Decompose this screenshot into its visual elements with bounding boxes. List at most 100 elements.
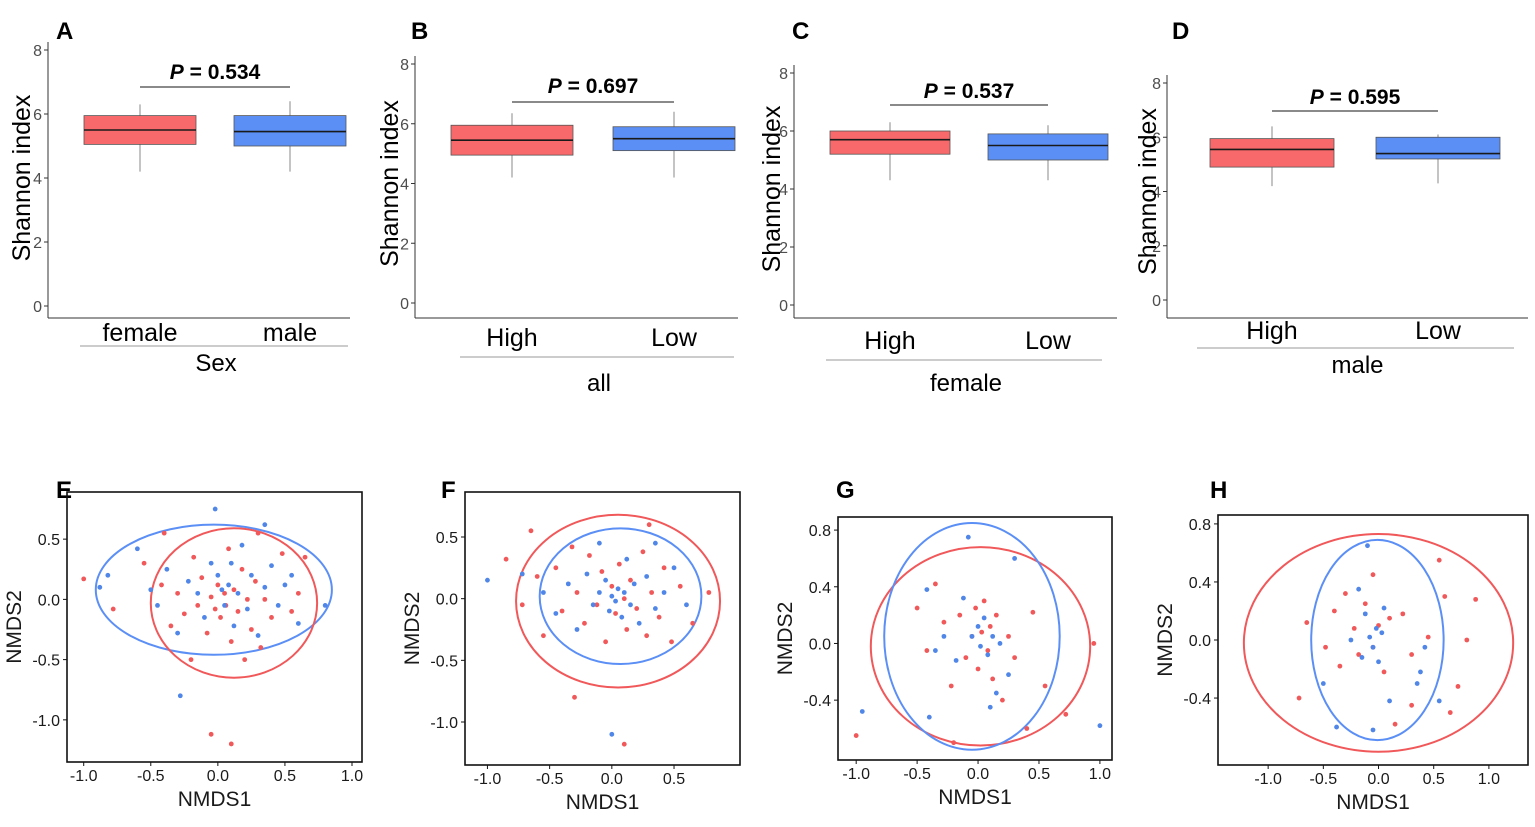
point-blue xyxy=(105,572,111,578)
point-red xyxy=(255,530,261,536)
y-tick-label: 4 xyxy=(400,177,409,194)
box-high xyxy=(1209,138,1335,168)
point-red xyxy=(975,666,981,672)
point-red xyxy=(914,605,920,611)
x-tick-label: 0.5 xyxy=(274,768,296,785)
point-blue xyxy=(987,704,993,710)
point-blue xyxy=(1320,681,1326,686)
point-blue xyxy=(155,603,160,608)
point-red xyxy=(1042,683,1048,689)
y-tick-label: 0.5 xyxy=(38,532,60,549)
point-blue xyxy=(322,603,328,608)
point-blue xyxy=(262,584,268,590)
y-tick-label: 4 xyxy=(33,171,42,188)
plot-frame xyxy=(464,491,741,766)
point-blue xyxy=(1367,634,1373,640)
point-red xyxy=(175,590,181,596)
point-red xyxy=(621,596,627,602)
point-blue xyxy=(975,624,981,629)
point-red xyxy=(621,741,627,747)
x-tick-label: 0.0 xyxy=(207,768,229,785)
point-red xyxy=(253,578,258,584)
point-blue xyxy=(926,714,932,720)
point-red xyxy=(951,740,957,746)
x-tick-label: -0.5 xyxy=(536,771,564,788)
point-blue xyxy=(248,572,254,578)
point-blue xyxy=(652,606,658,611)
x-category-label: male xyxy=(263,319,317,347)
x-tick-label: -1.0 xyxy=(70,768,98,785)
y-tick-label: 0.4 xyxy=(809,580,831,597)
x-tick-label: -1.0 xyxy=(1254,771,1282,788)
point-blue xyxy=(1379,630,1385,636)
point-blue xyxy=(1012,556,1018,561)
point-red xyxy=(932,581,938,587)
x-tick-label: -0.5 xyxy=(137,768,165,785)
point-blue xyxy=(993,690,999,696)
p-value-symbol: P xyxy=(548,75,563,98)
point-red xyxy=(979,629,985,635)
p-value-label: P = 0.537 xyxy=(924,80,1015,103)
point-red xyxy=(646,522,652,528)
point-red xyxy=(609,583,615,589)
point-red xyxy=(503,556,509,562)
p-value-number: = 0.595 xyxy=(1324,86,1401,109)
x-tick-label: 0.0 xyxy=(601,771,623,788)
point-red xyxy=(553,565,559,571)
point-red xyxy=(1455,684,1461,689)
point-blue xyxy=(295,621,301,626)
point-blue xyxy=(222,603,227,608)
x-category-label: Low xyxy=(651,324,698,352)
box-low xyxy=(987,133,1109,161)
point-blue xyxy=(97,584,103,590)
point-blue xyxy=(609,593,615,599)
point-blue xyxy=(226,582,231,588)
point-red xyxy=(582,620,587,626)
x-tick-label: 1.0 xyxy=(1089,766,1111,783)
x-tick-label: -1.0 xyxy=(474,771,502,788)
point-red xyxy=(181,611,187,617)
point-red xyxy=(1425,634,1431,640)
point-red xyxy=(262,596,268,602)
point-blue xyxy=(1387,698,1392,704)
panel-label: C xyxy=(792,18,809,45)
point-red xyxy=(231,587,237,593)
point-red xyxy=(534,574,540,579)
point-red xyxy=(1006,633,1011,639)
point-blue xyxy=(485,577,490,583)
y-tick-label: -0.4 xyxy=(1183,691,1211,708)
x-tick-label: -0.5 xyxy=(903,766,931,783)
panel-b: B 0 2 4 6 8 Shannon index High Low P = 0.697 all xyxy=(376,18,738,397)
point-red xyxy=(199,575,205,581)
point-red xyxy=(574,590,580,595)
panel-f: F -1.0 -0.5 0.0 0.5 -1.0 -0.5 0.0 0.5 NMDS1 NMDS2 xyxy=(401,477,741,814)
y-tick-label: 8 xyxy=(1152,76,1161,93)
x-axis-title: NMDS1 xyxy=(566,791,640,814)
point-blue xyxy=(661,590,667,595)
point-red xyxy=(215,582,221,588)
point-red xyxy=(1464,637,1470,643)
point-blue xyxy=(202,615,207,620)
point-red xyxy=(649,590,655,595)
point-red xyxy=(624,627,630,632)
point-red xyxy=(963,655,969,661)
x-group-label: female xyxy=(930,370,1002,397)
point-blue xyxy=(275,603,281,608)
point-blue xyxy=(644,574,650,579)
panel-h: H -1.0 -0.5 0.0 0.5 1.0 -0.4 0.0 0.4 0.8 NMDS1 NMDS… xyxy=(1154,477,1529,814)
point-blue xyxy=(565,581,571,587)
y-tick-label: 8 xyxy=(33,43,42,60)
x-tick-label: 0.0 xyxy=(1367,771,1389,788)
point-blue xyxy=(1373,625,1379,631)
point-red xyxy=(289,609,295,614)
point-red xyxy=(941,619,947,625)
y-tick-label: 4 xyxy=(779,182,788,199)
point-red xyxy=(1024,726,1030,731)
point-red xyxy=(188,657,194,663)
point-blue xyxy=(1334,724,1339,730)
point-red xyxy=(924,648,930,653)
point-red xyxy=(295,590,301,596)
x-tick-label: 0.5 xyxy=(1028,766,1050,783)
point-blue xyxy=(1097,723,1103,729)
point-red xyxy=(677,583,683,589)
